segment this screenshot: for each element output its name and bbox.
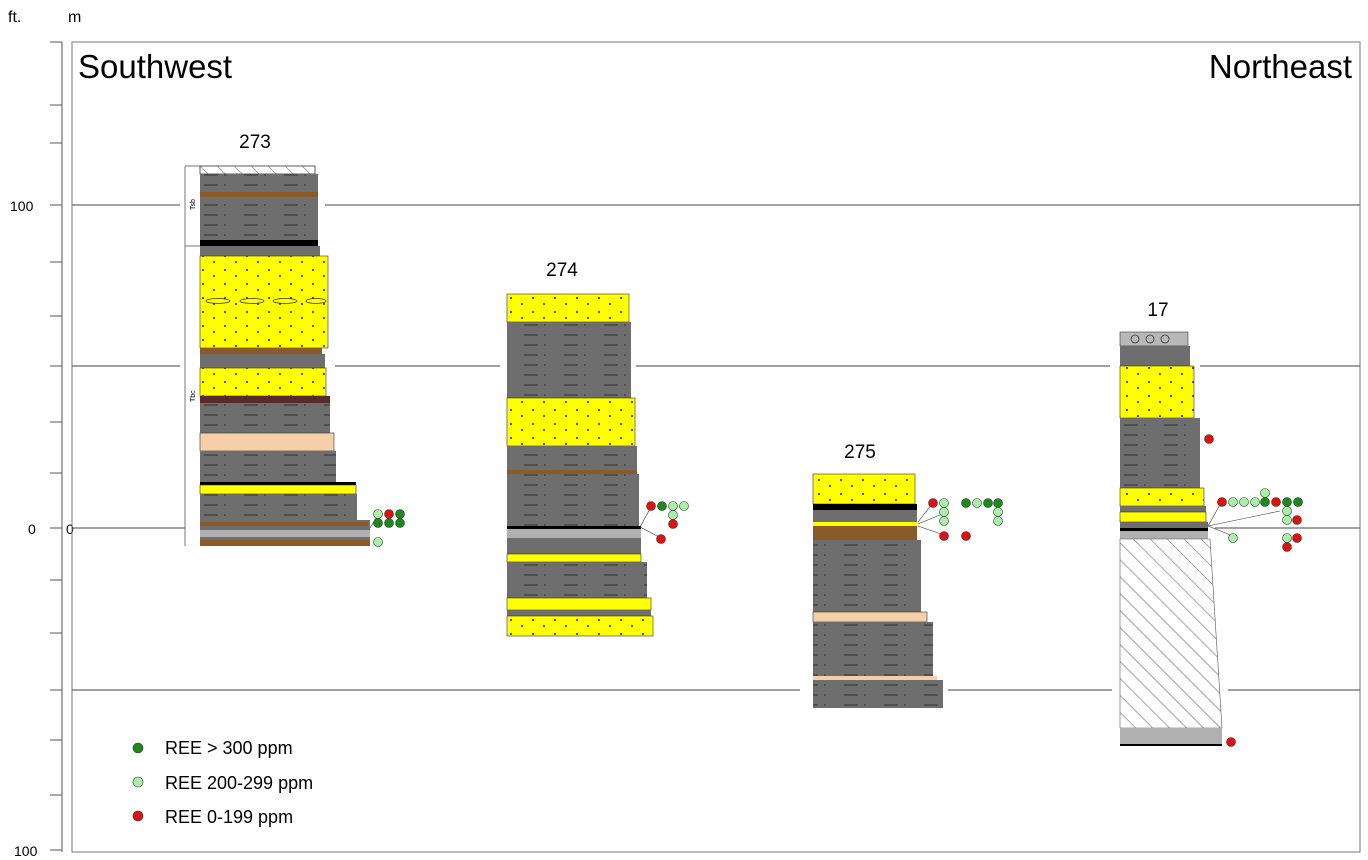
panel-frame: [71, 41, 1361, 853]
ree-sample: [961, 498, 971, 508]
lithologic-column: [812, 473, 943, 708]
ree-sample: [928, 498, 938, 508]
ree-sample: [668, 501, 678, 511]
ree-sample: [1228, 533, 1238, 543]
section-275: 275: [812, 442, 1003, 708]
ree-sample: [373, 518, 383, 528]
legend: REE > 300 ppm REE 200-299 ppm REE 0-199 …: [132, 738, 313, 827]
ree-sample: [1250, 497, 1260, 507]
section-label: 275: [844, 442, 876, 463]
feet-ticks: [50, 41, 62, 851]
ree-sample: [939, 507, 949, 517]
legend-label-medium: REE 200-299 ppm: [165, 773, 313, 793]
ree-sample: [1260, 497, 1270, 507]
ree-sample: [939, 531, 949, 541]
legend-label-low: REE 0-199 ppm: [165, 807, 293, 827]
ree-sample: [1292, 515, 1302, 525]
ree-sample: [1293, 497, 1303, 507]
lithologic-column: [199, 165, 370, 546]
ree-samples: [639, 501, 689, 544]
lithologic-column: [1119, 331, 1223, 746]
ree-sample: [395, 509, 405, 519]
feet-unit-label: ft.: [8, 9, 21, 26]
meters-unit-label: m: [68, 9, 81, 26]
ree-samples: [369, 509, 405, 547]
section-17: 17: [1119, 300, 1303, 747]
ree-sample: [1204, 434, 1214, 444]
direction-northeast: Northeast: [1209, 48, 1352, 85]
ree-sample: [983, 498, 993, 508]
ree-sample: [384, 509, 394, 519]
meters-label-0: 0: [66, 521, 74, 537]
feet-label-100-top: 100: [10, 198, 34, 214]
ree-sample: [972, 498, 982, 508]
ree-sample: [1282, 533, 1292, 543]
feet-label-100-bottom: 100: [14, 843, 38, 859]
ree-sample: [373, 509, 383, 519]
ree-sample: [1226, 737, 1236, 747]
ree-sample: [993, 507, 1003, 517]
ree-sample: [939, 516, 949, 526]
ree-sample: [395, 518, 405, 528]
legend-label-high: REE > 300 ppm: [165, 738, 293, 758]
formation-label-tsb: Tsb: [190, 199, 197, 210]
feet-scale: 100 0 100 0: [10, 41, 74, 859]
ree-sample: [384, 518, 394, 528]
ree-sample: [1282, 542, 1292, 552]
ree-sample: [1239, 497, 1249, 507]
legend-marker-medium: [132, 776, 144, 788]
ree-sample: [646, 501, 656, 511]
ree-samples: [917, 498, 1003, 541]
ree-sample: [993, 498, 1003, 508]
formation-bracket: [184, 165, 200, 546]
reference-lines: [72, 204, 1360, 691]
ree-sample: [993, 516, 1003, 526]
ree-sample: [668, 519, 678, 529]
lithologic-column: [506, 293, 654, 637]
feet-label-0: 0: [28, 521, 36, 537]
ree-sample: [1292, 533, 1302, 543]
ree-sample: [1260, 488, 1270, 498]
ree-sample: [1217, 497, 1227, 507]
section-274: 274: [506, 260, 689, 637]
ree-sample: [656, 534, 666, 544]
ree-sample: [657, 501, 667, 511]
formation-label-tbc: Tbc: [190, 390, 197, 402]
ree-sample: [1282, 515, 1292, 525]
section-273: 273 Tsb Tbc: [184, 132, 405, 547]
ree-sample: [1271, 497, 1281, 507]
ree-sample: [668, 510, 678, 520]
legend-marker-low: [132, 810, 144, 822]
ree-sample: [961, 531, 971, 541]
ree-samples: [1204, 434, 1303, 747]
section-label: 273: [239, 132, 271, 153]
ree-sample: [1282, 506, 1292, 516]
ree-sample: [1228, 497, 1238, 507]
ree-sample: [679, 501, 689, 511]
ree-sample: [1282, 497, 1292, 507]
ree-sample: [373, 537, 383, 547]
legend-marker-high: [132, 742, 144, 754]
section-label: 17: [1147, 300, 1168, 321]
ree-sample: [939, 498, 949, 508]
section-label: 274: [546, 260, 578, 281]
direction-southwest: Southwest: [78, 48, 232, 85]
